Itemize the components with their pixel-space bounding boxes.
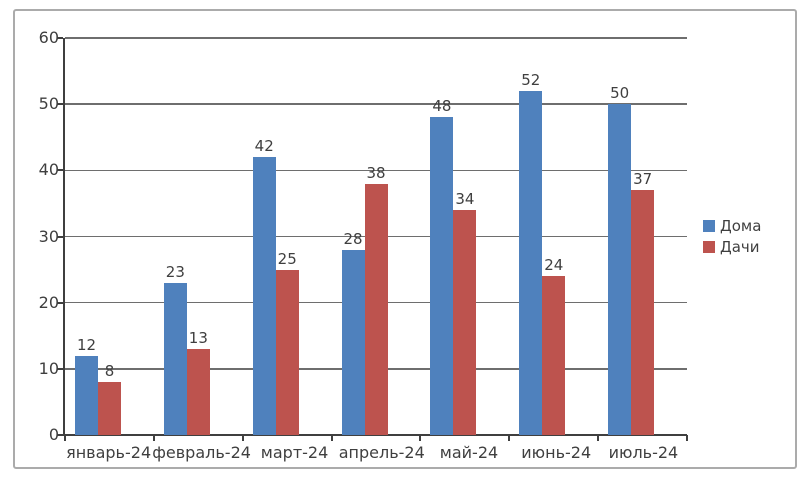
chart-frame: 12 23 42 28 48 52 50 8 13 25 38 34 24 37 0 10 20 30 40 50 6… — [13, 9, 797, 469]
bar — [252, 157, 276, 435]
bar — [608, 104, 632, 435]
bar — [98, 382, 121, 435]
x-axis-label: июнь-24 — [521, 443, 592, 462]
y-axis-tick — [57, 434, 63, 436]
y-axis-tick — [57, 367, 63, 370]
legend-label: Дома — [720, 217, 762, 235]
bar-value-label: 42 — [254, 137, 274, 156]
x-axis-line — [59, 434, 687, 436]
bar-value-label: 52 — [521, 70, 541, 89]
bar — [341, 249, 365, 435]
y-axis-label: 0 — [48, 425, 59, 444]
x-axis-label: январь-24 — [66, 443, 152, 462]
x-axis-tick — [241, 435, 244, 441]
bar — [275, 269, 299, 435]
x-axis-label: май-24 — [439, 443, 499, 462]
legend-label: Дачи — [720, 238, 760, 256]
bar-value-label: 23 — [165, 262, 185, 281]
x-axis-tick — [419, 435, 422, 441]
y-axis-tick — [57, 301, 63, 304]
bar-value-label: 37 — [633, 170, 653, 189]
y-axis-label: 20 — [38, 292, 59, 312]
bar — [453, 210, 477, 435]
bar-value-label: 28 — [343, 229, 363, 248]
gridline — [65, 103, 687, 105]
y-axis-label: 60 — [38, 28, 59, 47]
y-axis-label: 30 — [38, 226, 59, 246]
legend-swatch — [703, 241, 715, 253]
x-axis-tick — [508, 435, 511, 441]
y-axis-tick — [57, 235, 63, 238]
x-axis-tick — [686, 435, 688, 441]
x-axis-label: апрель-24 — [338, 443, 425, 462]
bar — [75, 355, 98, 435]
gridline — [65, 37, 687, 39]
legend: Дома Дачи — [703, 216, 761, 257]
y-axis-tick — [57, 103, 63, 106]
gridline — [65, 169, 687, 172]
y-axis-label: 10 — [38, 358, 59, 378]
y-axis-label: 40 — [38, 160, 59, 180]
x-axis-tick — [64, 435, 66, 441]
x-axis-label: февраль-24 — [152, 443, 251, 462]
y-axis-label: 50 — [38, 94, 59, 114]
bar-value-label: 34 — [455, 190, 475, 209]
bar-value-label: 12 — [76, 335, 97, 354]
x-axis-tick — [152, 435, 155, 441]
bar-value-label: 8 — [104, 362, 115, 381]
plot-area: 12 23 42 28 48 52 50 8 13 25 38 34 24 37 — [57, 37, 688, 441]
bar — [519, 90, 543, 435]
bar — [631, 190, 655, 435]
legend-item: Дачи — [703, 237, 761, 257]
bar — [163, 282, 187, 435]
bar-value-label: 24 — [544, 256, 564, 275]
x-axis-tick — [597, 435, 600, 441]
bar-value-label: 13 — [188, 328, 208, 347]
y-axis-tick — [57, 169, 63, 172]
y-axis-line — [63, 38, 65, 435]
bar-value-label: 50 — [610, 84, 630, 103]
bar — [430, 117, 454, 435]
legend-swatch — [703, 220, 715, 232]
bar — [186, 348, 210, 435]
x-axis-labels: январь-24 февраль-24 март-24 апрель-24 май-2… — [65, 442, 687, 464]
x-axis-tick — [330, 435, 333, 441]
legend-item: Дома — [703, 216, 761, 236]
y-axis-tick — [57, 37, 63, 39]
bar-value-label: 48 — [432, 97, 452, 116]
bar-value-label: 25 — [277, 249, 297, 268]
x-axis-label: июль-24 — [608, 443, 679, 462]
x-axis-label: март-24 — [260, 443, 329, 462]
bar — [364, 183, 388, 435]
bar — [542, 276, 566, 435]
bar-value-label: 38 — [366, 163, 386, 182]
